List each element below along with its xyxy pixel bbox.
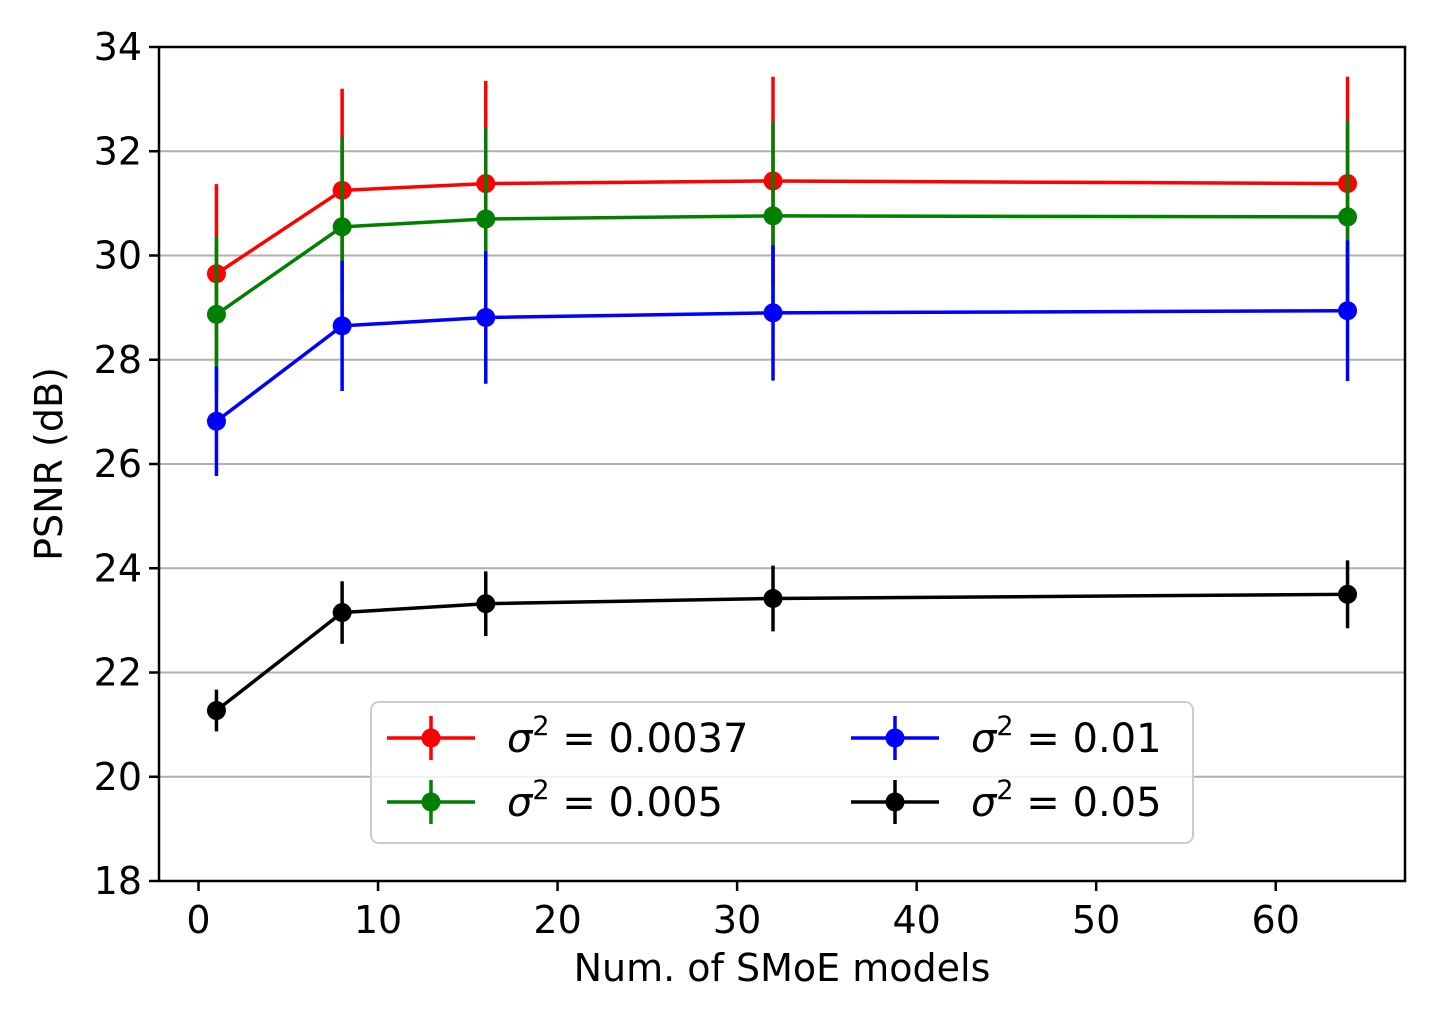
- legend-label-superscript: 2: [996, 711, 1013, 742]
- data-point: [763, 206, 783, 226]
- data-point: [206, 304, 226, 324]
- data-point: [332, 217, 352, 237]
- grid-lines: [159, 150, 1405, 778]
- legend-swatch-marker: [885, 792, 905, 812]
- legend-label-superscript: 2: [532, 711, 549, 742]
- y-tick-label: 20: [94, 755, 142, 799]
- y-tick-label: 18: [94, 859, 142, 903]
- y-tick-label: 24: [94, 546, 142, 590]
- x-tick-label: 50: [1072, 898, 1120, 942]
- data-point: [763, 588, 783, 608]
- data-point: [1338, 301, 1358, 321]
- data-point: [206, 701, 226, 721]
- legend-label: σ2 = 0.05: [971, 775, 1162, 826]
- data-point: [476, 594, 496, 614]
- data-point: [332, 603, 352, 623]
- plot-series: [206, 76, 1358, 732]
- x-tick-label: 40: [892, 898, 940, 942]
- data-point: [476, 209, 496, 229]
- series-2: [206, 240, 1358, 476]
- x-tick-label: 0: [186, 898, 210, 942]
- x-tick-label: 30: [713, 898, 761, 942]
- x-tick-label: 60: [1252, 898, 1300, 942]
- y-tick-label: 28: [94, 338, 142, 382]
- legend-label: σ2 = 0.005: [507, 775, 723, 826]
- legend-label-symbol: σ: [971, 780, 998, 826]
- legend-label-superscript: 2: [996, 775, 1013, 806]
- data-point: [476, 308, 496, 328]
- legend-label: σ2 = 0.01: [971, 711, 1162, 762]
- legend-label-value: = 0.05: [1014, 780, 1162, 826]
- y-tick-label: 34: [94, 25, 142, 69]
- legend-label-value: = 0.0037: [550, 716, 749, 762]
- legend-label-symbol: σ: [507, 780, 534, 826]
- legend-label-superscript: 2: [532, 775, 549, 806]
- series-3: [206, 560, 1358, 732]
- data-point: [1338, 584, 1358, 604]
- legend-label-value: = 0.01: [1014, 716, 1162, 762]
- legend-item: σ2 = 0.05: [851, 775, 1162, 826]
- y-axis-label: PSNR (dB): [27, 367, 71, 561]
- legend-item: σ2 = 0.005: [387, 775, 723, 826]
- data-point: [206, 411, 226, 431]
- x-tick-label: 20: [533, 898, 581, 942]
- legend-label: σ2 = 0.0037: [507, 711, 748, 762]
- y-tick-label: 30: [94, 234, 142, 278]
- y-tick-label: 32: [94, 129, 142, 173]
- data-point: [1338, 207, 1358, 227]
- legend-item: σ2 = 0.0037: [387, 711, 748, 762]
- legend-label-value: = 0.005: [550, 780, 723, 826]
- legend-frame: [370, 701, 1194, 844]
- legend-item: σ2 = 0.01: [851, 711, 1162, 762]
- data-point: [332, 316, 352, 336]
- data-point: [763, 303, 783, 323]
- legend-swatch-marker: [421, 728, 441, 748]
- legend-label-symbol: σ: [507, 716, 534, 762]
- legend-label-symbol: σ: [971, 716, 998, 762]
- legend-swatch-marker: [421, 792, 441, 812]
- x-tick-label: 10: [354, 898, 402, 942]
- legend-swatch-marker: [885, 728, 905, 748]
- y-tick-label: 22: [94, 651, 142, 695]
- y-tick-label: 26: [94, 442, 142, 486]
- x-axis-label: Num. of SMoE models: [574, 946, 991, 990]
